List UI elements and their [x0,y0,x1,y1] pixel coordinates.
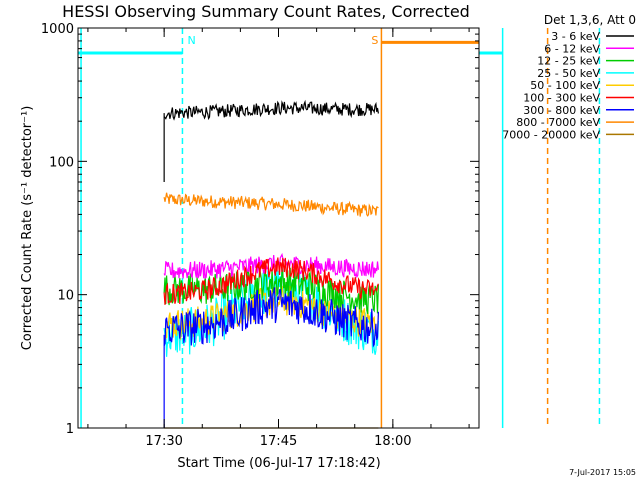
x-tick-label: 17:45 [260,434,297,449]
x-axis-label: Start Time (06-Jul-17 17:18:42) [177,456,380,471]
legend-label: 7000 - 20000 keV [502,128,600,141]
series-line [163,192,379,217]
y-tick-label: 1 [66,422,74,437]
x-tick-label: 17:30 [145,434,182,449]
y-axis-label: Corrected Count Rate (s⁻¹ detector⁻¹) [20,106,35,351]
footer-timestamp: 7-Jul-2017 15:05 [569,468,636,477]
legend-label: 100 - 300 keV [523,92,600,105]
y-tick-label: 10 [57,289,74,304]
annotation-label: N [187,34,195,47]
chart-title: HESSI Observing Summary Count Rates, Cor… [62,2,470,21]
legend-title: Det 1,3,6, Att 0 [544,13,636,27]
legend-label: 300 - 800 keV [523,104,600,117]
legend-label: 6 - 12 keV [544,42,600,55]
x-tick-label: 18:00 [374,434,411,449]
series-line [163,257,379,305]
legend-label: 12 - 25 keV [537,55,600,68]
legend-label: 25 - 50 keV [537,67,600,80]
annotation-label: S [371,34,378,47]
series-line [163,99,379,121]
legend-label: 50 - 100 keV [530,79,600,92]
plot-frame [77,27,480,429]
legend-label: 800 - 7000 keV [516,116,600,129]
y-axis: 1 10 100 1000 [41,22,479,437]
legend-label: 3 - 6 keV [551,30,600,43]
series-line [163,252,379,280]
y-tick-label: 1000 [41,22,74,37]
series-line [163,287,379,348]
y-tick-label: 100 [49,155,74,170]
x-axis: 17:30 17:45 18:00 [87,28,470,449]
